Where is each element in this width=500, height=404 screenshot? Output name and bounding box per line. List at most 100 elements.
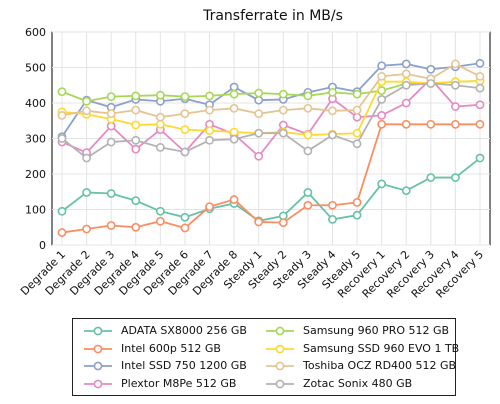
data-point [377,95,387,104]
data-point [180,223,190,233]
data-point [352,112,362,122]
series-6 [57,59,485,122]
y-tick-label: 500 [25,62,46,75]
data-point [131,91,141,101]
legend-label: Toshiba OCZ RD400 512 GB [303,359,457,372]
legend-swatch [266,326,294,336]
series-line [61,77,481,158]
data-point [131,120,141,130]
legend-swatch [266,379,294,388]
data-point [155,119,165,129]
data-point [205,105,214,115]
chart-title: Transferrate in MB/s [202,8,343,24]
data-point [278,105,288,115]
y-tick-label: 0 [39,239,46,252]
data-point [180,109,190,119]
data-point [401,59,411,69]
data-point [303,146,313,156]
data-point [131,222,141,232]
data-point [451,59,460,69]
data-point [401,186,411,196]
data-point [57,228,67,237]
series-line [61,82,481,160]
series-7 [57,79,485,163]
data-point [57,206,67,216]
data-point [229,195,239,204]
data-point [106,92,116,102]
data-point [229,103,239,113]
data-point [57,134,67,143]
data-point [328,106,337,116]
y-tick-label: 300 [25,133,46,146]
data-point [82,153,91,163]
series-line [61,80,481,136]
data-point [303,130,313,140]
data-point [328,215,337,224]
data-point [377,111,387,120]
data-point [328,130,337,140]
data-point [254,95,264,105]
legend-label: Intel SSD 750 1200 GB [121,359,247,372]
data-point [131,196,141,206]
legend-label: Plextor M8Pe 512 GB [121,376,237,390]
series-line [61,157,481,222]
legend: ADATA SX8000 256 GB Intel 600p 512 GB Inte… [72,318,459,396]
data-point [229,127,239,137]
data-point [57,111,67,120]
data-point [475,100,485,110]
legend-swatch [84,361,112,371]
data-point [82,96,91,106]
data-point [451,119,460,129]
data-point [352,210,362,220]
data-point [377,71,387,81]
data-point [278,128,288,138]
data-point [254,151,264,161]
series-3 [57,74,485,161]
data-point [303,91,313,101]
data-point [377,61,387,71]
data-point [155,112,165,122]
data-point [155,90,165,100]
data-point [401,98,411,108]
series [57,58,485,237]
data-point [155,216,165,226]
data-point [180,212,190,222]
data-point [205,91,214,101]
data-point [131,144,141,154]
legend-label: ADATA SX8000 256 GB [121,324,247,337]
data-point [352,89,362,99]
series-1 [57,119,485,237]
data-point [205,202,214,212]
y-axis-ticks: 0 100 200 300 400 500 600 [25,26,46,252]
data-point [426,173,436,182]
legend-label: Zotac Sonix 480 GB [303,376,413,390]
data-point [254,109,264,119]
data-point [82,106,91,116]
data-point [106,189,116,198]
data-point [475,119,485,129]
data-point [401,119,411,129]
series-line [61,62,481,119]
data-point [451,173,460,182]
y-tick-label: 100 [25,204,46,217]
data-point [451,80,460,90]
series-0 [57,153,485,226]
y-tick-label: 600 [25,26,46,39]
data-point [131,105,141,115]
data-point [254,88,264,98]
data-point [131,135,141,145]
data-point [82,188,91,197]
data-point [401,80,411,90]
data-point [303,188,313,197]
data-point [205,135,214,145]
data-point [180,125,190,135]
data-point [229,82,239,92]
legend-label: Intel 600p 512 GB [121,341,221,355]
y-tick-label: 400 [25,97,46,110]
data-point [352,128,362,138]
data-point [57,87,67,97]
series-5 [57,76,485,140]
legend-swatch [84,379,112,388]
y-tick-label: 200 [25,168,46,181]
